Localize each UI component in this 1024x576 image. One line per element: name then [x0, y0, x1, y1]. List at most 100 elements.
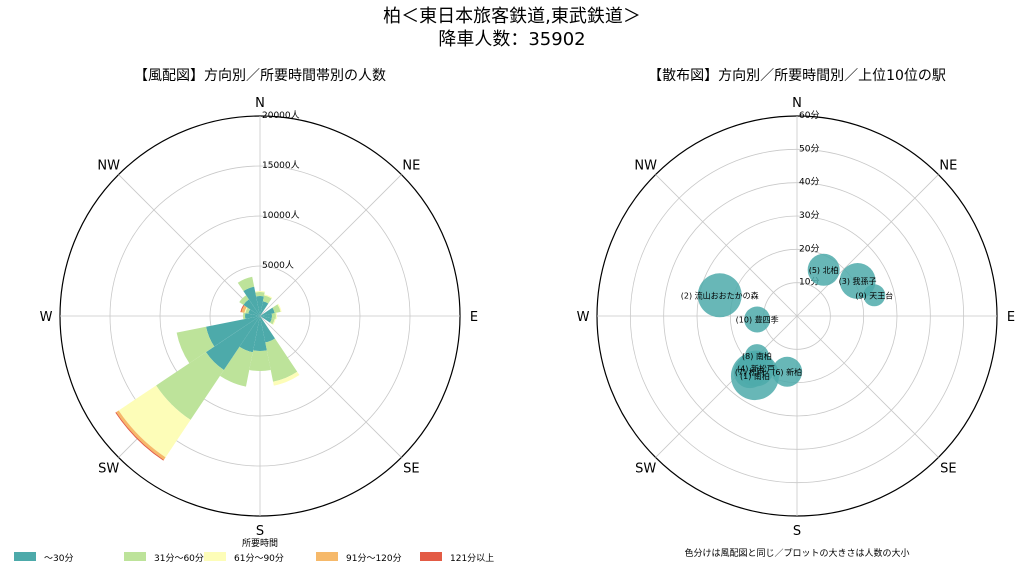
rose-wedge-segment	[271, 312, 276, 320]
grid-spoke	[118, 174, 261, 317]
rose-wedge-segment	[264, 294, 273, 299]
scatter-point-label: (5) 北柏	[809, 265, 839, 275]
legend-swatch	[124, 552, 146, 561]
scatter-point-label: (8) 南柏	[742, 351, 772, 361]
chart-title: 柏＜東日本旅客鉄道,東武鉄道＞	[383, 6, 641, 27]
scatter-point	[744, 306, 771, 333]
scatter-footnote: 色分けは風配図と同じ／プロットの大きさは人数の大小	[684, 547, 909, 559]
rose-wedge-segment	[262, 295, 272, 304]
rose-wedge-segment	[260, 301, 269, 316]
direction-label: NW	[634, 159, 657, 174]
scatter-point-label: (2) 流山おおたかの森	[681, 290, 759, 300]
grid-spoke	[655, 174, 798, 317]
grid-spoke	[655, 315, 798, 458]
rose-wedge-segment	[253, 316, 267, 351]
grid-spoke	[796, 174, 939, 317]
scatter-point	[730, 352, 779, 401]
rose-wedge-segment	[272, 318, 276, 325]
rose-wedge-segment	[240, 304, 245, 313]
rose-wedge-segment	[248, 309, 260, 316]
polar-scatter: N NE E SE S SW W NW 10分 20分 30分 40分 50分 60分 (5) 北柏(3) …	[577, 96, 1016, 539]
rose-wedge-segment	[256, 296, 264, 316]
scatter-point-label: (10) 豊四季	[736, 314, 779, 324]
direction-label: N	[255, 96, 265, 111]
legend-swatch	[14, 552, 36, 561]
direction-label: SW	[98, 461, 119, 476]
rose-wedge-segment	[118, 385, 191, 458]
rose-wedge-segment	[275, 312, 277, 320]
radial-tick-label: 30分	[799, 210, 819, 221]
rose-wedge-segment	[260, 316, 272, 323]
radial-tick-label: 20000人	[262, 110, 300, 121]
rose-wedge-segment	[265, 338, 298, 382]
radial-tick-label: 10000人	[262, 210, 300, 221]
scatter-point-label: (7) 松戸	[735, 367, 765, 377]
legend-label: 121分以上	[450, 553, 494, 564]
direction-label: NE	[402, 159, 420, 174]
rose-wedge-segment	[245, 313, 260, 319]
radial-tick-label: 40分	[799, 177, 819, 188]
legend-label: ～30分	[44, 553, 73, 564]
wind-rose-title: 【風配図】方向別／所要時間帯別の人数	[134, 68, 386, 84]
grid-spoke	[259, 315, 402, 458]
rose-wedge-segment	[156, 352, 224, 420]
legend-swatch	[316, 552, 338, 561]
direction-label: SE	[403, 461, 419, 476]
scatter-point	[697, 273, 742, 318]
rose-wedge-segment	[255, 291, 265, 293]
direction-label: S	[256, 524, 264, 539]
rose-wedge-segment	[272, 304, 281, 314]
scatter-point-label: (3) 我孫子	[839, 276, 877, 286]
wind-rose: N NE E SE S SW W NW 5000人 10000人 15000人 20000人	[40, 96, 479, 539]
scatter-point-label: (4) 新松戸	[737, 364, 775, 374]
rose-wedge-segment	[237, 276, 255, 292]
scatter-point-label: (9) 天王台	[855, 290, 893, 300]
rose-wedge-segment	[269, 318, 275, 325]
scatter-point	[807, 253, 840, 286]
direction-label: N	[792, 96, 802, 111]
rose-wedge-segment	[116, 410, 166, 460]
rose-wedge-segment	[277, 303, 282, 312]
rose-wedge-segment	[260, 307, 275, 316]
grid-spoke	[259, 174, 402, 317]
direction-label: NE	[939, 159, 957, 174]
rose-wedge-segment	[244, 307, 248, 314]
direction-label: W	[577, 310, 590, 325]
rose-wedge-segment	[219, 346, 253, 387]
rose-wedge-segment	[206, 316, 260, 347]
direction-label: E	[470, 310, 478, 325]
scatter-title: 【散布図】方向別／所要時間別／上位10位の駅	[648, 68, 946, 84]
radial-tick-label: 15000人	[262, 160, 300, 171]
legend-swatch	[420, 552, 442, 561]
direction-label: S	[793, 524, 801, 539]
scatter-point	[863, 284, 886, 307]
scatter-point-label: (6) 新柏	[772, 367, 802, 377]
grid-spoke	[796, 315, 939, 458]
radial-tick-label: 5000人	[262, 260, 294, 271]
radial-tick-label: 60分	[799, 110, 819, 121]
radial-tick-label: 20分	[799, 243, 819, 254]
legend-label: 61分～90分	[234, 553, 284, 564]
direction-label: SW	[635, 461, 656, 476]
legend-label: 91分～120分	[346, 553, 402, 564]
rose-wedge-segment	[243, 312, 246, 320]
rose-wedge-segment	[176, 326, 215, 364]
legend: ～30分 31分～60分 61分～90分 91分～120分 121分以上	[14, 552, 494, 564]
rose-wedge-segment	[241, 305, 247, 313]
direction-label: W	[40, 310, 53, 325]
scatter-point	[772, 356, 803, 387]
rose-wedge-segment	[243, 286, 260, 316]
direction-label: SE	[940, 461, 956, 476]
rose-wedge-segment	[245, 307, 251, 314]
rose-wedge-segment	[239, 295, 249, 305]
legend-title: 所要時間	[242, 538, 278, 549]
chart-subtitle: 降車人数：35902	[438, 29, 585, 50]
legend-label: 31分～60分	[154, 553, 204, 564]
rose-wedge-segment	[239, 316, 260, 353]
radial-tick-label: 10分	[799, 277, 819, 288]
direction-label: E	[1007, 310, 1015, 325]
rose-wedge-segment	[249, 350, 271, 371]
direction-label: NW	[97, 159, 120, 174]
rose-wedge-segment	[260, 316, 276, 343]
